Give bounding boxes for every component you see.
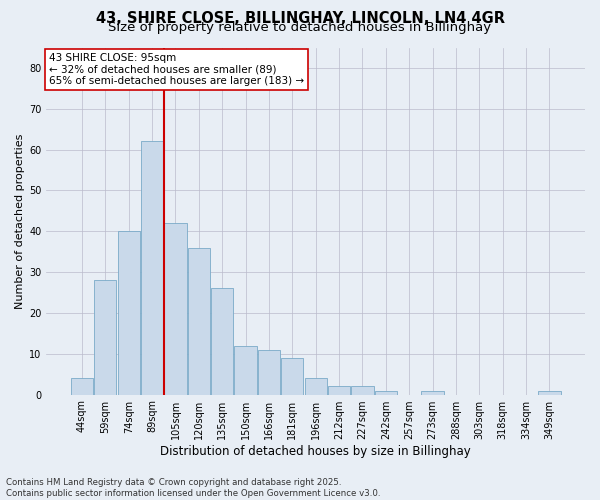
Bar: [94, 280, 116, 394]
X-axis label: Distribution of detached houses by size in Billinghay: Distribution of detached houses by size …: [160, 444, 471, 458]
Bar: [71, 378, 93, 394]
Bar: [281, 358, 304, 395]
Y-axis label: Number of detached properties: Number of detached properties: [15, 134, 25, 308]
Bar: [141, 142, 163, 394]
Bar: [164, 223, 187, 394]
Bar: [538, 390, 560, 394]
Text: 43 SHIRE CLOSE: 95sqm
← 32% of detached houses are smaller (89)
65% of semi-deta: 43 SHIRE CLOSE: 95sqm ← 32% of detached …: [49, 52, 304, 86]
Text: 43, SHIRE CLOSE, BILLINGHAY, LINCOLN, LN4 4GR: 43, SHIRE CLOSE, BILLINGHAY, LINCOLN, LN…: [95, 11, 505, 26]
Bar: [352, 386, 374, 394]
Bar: [188, 248, 210, 394]
Bar: [118, 231, 140, 394]
Text: Contains HM Land Registry data © Crown copyright and database right 2025.
Contai: Contains HM Land Registry data © Crown c…: [6, 478, 380, 498]
Bar: [375, 390, 397, 394]
Bar: [235, 346, 257, 395]
Bar: [305, 378, 327, 394]
Bar: [328, 386, 350, 394]
Text: Size of property relative to detached houses in Billinghay: Size of property relative to detached ho…: [109, 22, 491, 35]
Bar: [211, 288, 233, 395]
Bar: [258, 350, 280, 395]
Bar: [421, 390, 443, 394]
